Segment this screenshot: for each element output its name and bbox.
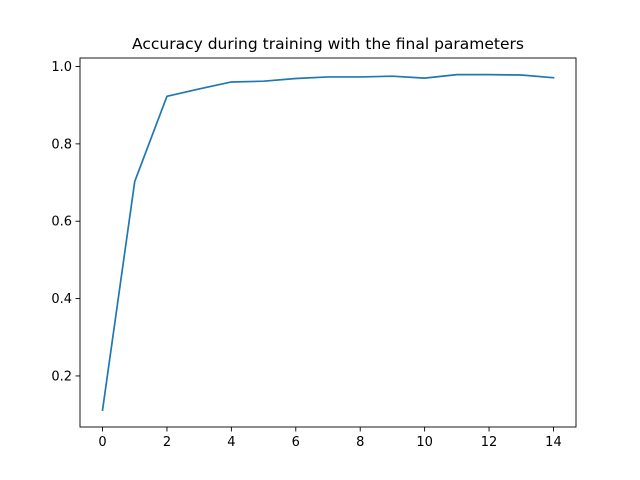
y-tick-label: 1.0	[51, 60, 72, 75]
x-tick-label: 10	[416, 435, 433, 450]
plot-area: 0 2 4 6 8 10 12 14 0.2 0.4 0.6 0.8 1.0	[51, 57, 577, 450]
x-tick-label: 2	[163, 435, 171, 450]
accuracy-line	[101, 73, 555, 411]
y-tick-label: 0.6	[51, 215, 72, 230]
axes-frame	[79, 57, 577, 428]
x-tick-label: 6	[292, 435, 300, 450]
y-tick-label: 0.8	[51, 137, 72, 152]
x-tick-label: 14	[545, 435, 562, 450]
y-tick-label: 0.2	[51, 369, 72, 384]
x-tick-label: 0	[98, 435, 106, 450]
y-tick-label: 0.4	[51, 292, 72, 307]
x-tick-label: 4	[227, 435, 235, 450]
x-tick-label: 8	[356, 435, 364, 450]
chart-title: Accuracy during training with the final …	[132, 35, 524, 53]
x-tick-label: 12	[481, 435, 498, 450]
